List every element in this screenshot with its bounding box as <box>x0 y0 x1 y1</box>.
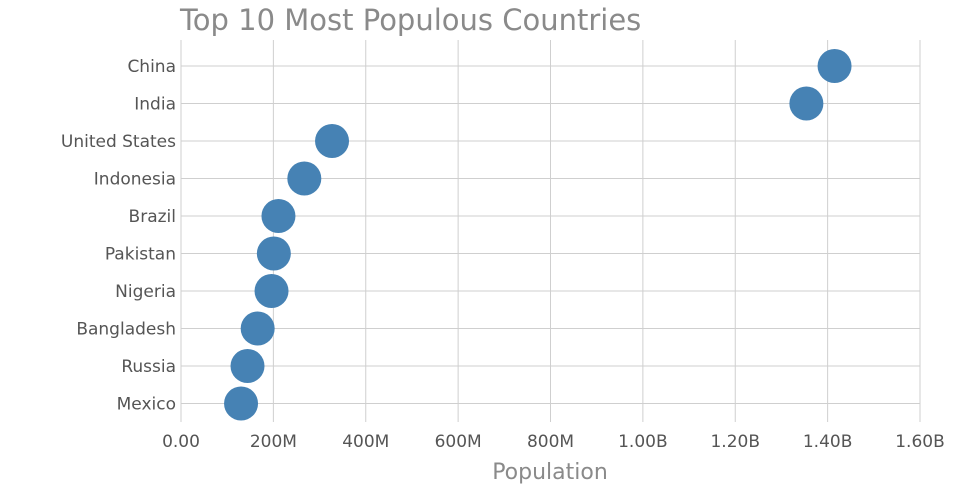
x-tick-label: 1.20B <box>710 432 760 452</box>
x-tick-label: 1.00B <box>618 432 668 452</box>
chart-title: Top 10 Most Populous Countries <box>179 3 641 37</box>
category-label: Russia <box>121 357 176 377</box>
data-point[interactable] <box>287 161 322 196</box>
grid-layer <box>180 40 921 422</box>
data-point[interactable] <box>224 386 259 421</box>
data-point[interactable] <box>240 311 275 346</box>
x-axis-title: Population <box>492 460 608 485</box>
x-tick-label: 1.40B <box>803 432 853 452</box>
x-tick-label: 200M <box>250 432 297 452</box>
category-label: China <box>127 57 176 77</box>
x-tick-label: 1.60B <box>895 432 945 452</box>
data-point[interactable] <box>254 274 289 308</box>
data-point[interactable] <box>230 349 265 383</box>
data-points <box>224 49 852 421</box>
category-labels: China India United States Indonesia Brazil Pa… <box>61 57 176 415</box>
category-label: United States <box>61 132 176 152</box>
category-label: Bangladesh <box>76 320 176 340</box>
data-point[interactable] <box>817 49 852 83</box>
category-label: Indonesia <box>94 170 176 190</box>
x-tick-labels: 0.00 200M 400M 600M 800M 1.00B 1.20B 1.40B 1.60B <box>162 432 945 452</box>
category-label: India <box>134 95 176 115</box>
x-tick-label: 400M <box>342 432 389 452</box>
category-label: Nigeria <box>115 282 176 302</box>
data-point[interactable] <box>315 124 350 158</box>
category-label: Pakistan <box>105 245 176 265</box>
x-tick-label: 600M <box>435 432 482 452</box>
data-point[interactable] <box>256 236 291 271</box>
data-point[interactable] <box>789 86 824 121</box>
x-tick-label: 0.00 <box>162 432 200 452</box>
data-point[interactable] <box>261 199 296 233</box>
x-tick-label: 800M <box>527 432 574 452</box>
category-label: Brazil <box>129 207 176 227</box>
category-label: Mexico <box>117 395 176 415</box>
